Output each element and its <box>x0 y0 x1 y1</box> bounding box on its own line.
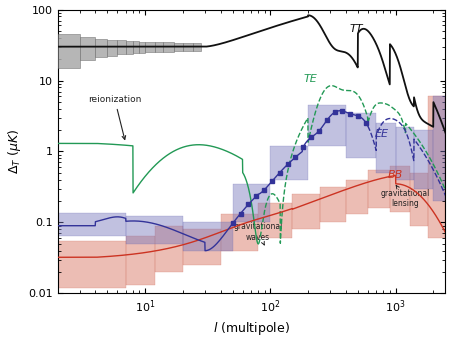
Text: TT: TT <box>350 24 363 34</box>
Bar <box>292 194 320 229</box>
Bar <box>233 184 270 223</box>
Text: EE: EE <box>375 129 389 139</box>
Bar <box>183 43 193 51</box>
Bar <box>193 43 201 51</box>
Bar <box>126 41 133 54</box>
Bar <box>376 123 396 173</box>
Bar <box>155 226 183 272</box>
Bar <box>346 180 368 214</box>
Bar <box>221 214 258 251</box>
Bar <box>58 241 126 288</box>
Bar <box>414 130 433 189</box>
Bar <box>428 96 446 238</box>
Bar <box>368 170 390 208</box>
Bar <box>433 96 446 201</box>
Bar <box>155 42 163 52</box>
Bar <box>107 40 117 56</box>
Bar <box>258 203 292 238</box>
Bar <box>270 146 308 180</box>
Bar <box>174 43 183 51</box>
Bar <box>163 42 174 52</box>
Bar <box>58 34 80 68</box>
Bar <box>117 40 126 55</box>
Bar <box>126 216 183 244</box>
Text: TE: TE <box>304 74 318 84</box>
Bar <box>145 42 155 52</box>
Bar <box>80 37 95 60</box>
Text: gravitational
waves: gravitational waves <box>234 222 283 245</box>
Bar <box>58 213 126 236</box>
Bar <box>183 229 221 265</box>
Text: gravitational
lensing: gravitational lensing <box>381 186 430 208</box>
Bar <box>308 105 346 146</box>
Bar <box>139 42 145 53</box>
Bar <box>95 39 107 57</box>
X-axis label: $l$ (multipole): $l$ (multipole) <box>213 320 290 338</box>
Text: reionization: reionization <box>88 95 142 140</box>
Bar <box>320 187 346 223</box>
Bar <box>183 223 233 251</box>
Bar <box>410 173 428 226</box>
Bar <box>133 41 139 53</box>
Bar <box>396 127 414 180</box>
Bar <box>126 236 155 285</box>
Bar <box>390 166 410 212</box>
Bar <box>346 113 376 158</box>
Text: BB: BB <box>388 169 403 179</box>
Y-axis label: $\Delta_T\ (\mu K)$: $\Delta_T\ (\mu K)$ <box>5 129 23 174</box>
